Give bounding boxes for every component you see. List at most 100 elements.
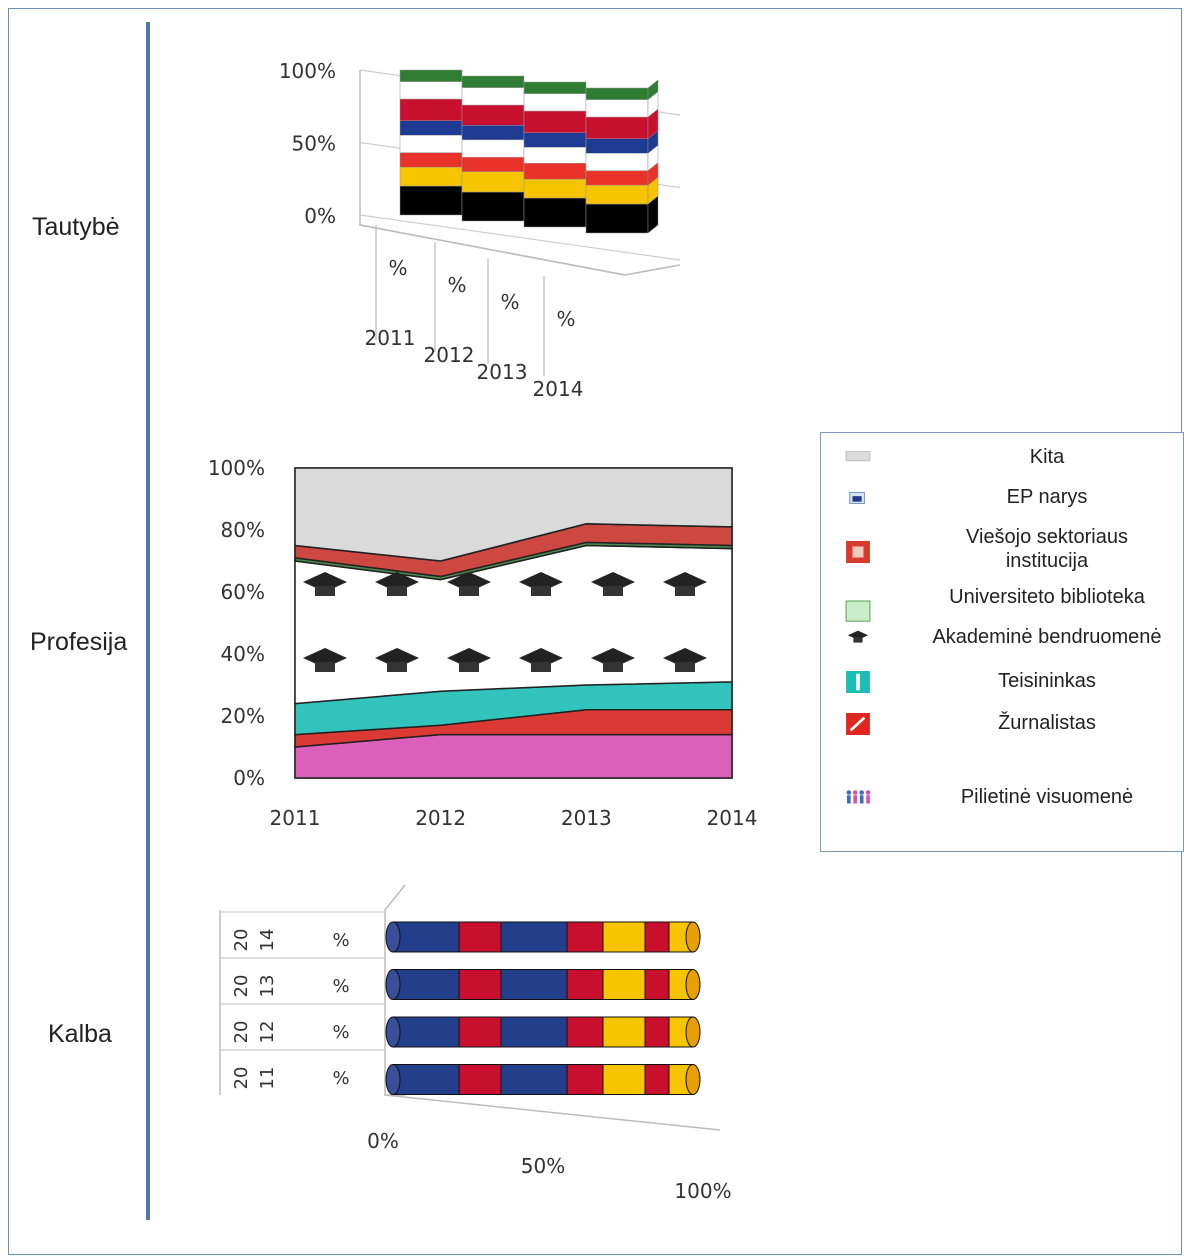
category-suffix: % [332, 930, 349, 951]
category-prefix: 20 [231, 929, 252, 952]
x-tick-label: 2012 [415, 806, 466, 830]
gridline [359, 214, 681, 261]
category-label: 11 [257, 1067, 278, 1090]
journalist-icon [846, 713, 870, 735]
bar-cap [385, 1064, 401, 1095]
legend-label: Pilietinė visuomenė [960, 786, 1134, 808]
x-tick-label: 100% [674, 1179, 731, 1203]
icon-shape [847, 795, 851, 804]
lawyer-icon [846, 671, 870, 693]
bar-segment [523, 110, 587, 133]
icon-shape [859, 790, 864, 795]
bar-segment [392, 1016, 460, 1048]
y-tick-label: 60% [221, 580, 265, 604]
graduation-cap-icon [847, 630, 869, 643]
bar-segment [461, 104, 525, 126]
bar-cap [385, 969, 401, 1000]
bar-segment [458, 921, 502, 953]
legend-label: Žurnalistas [998, 712, 1096, 734]
bar-segment [523, 162, 587, 180]
cap-mark [459, 662, 479, 672]
icon-shape [847, 630, 869, 640]
divider-line [146, 22, 150, 1220]
legend-label: EP narys [1006, 486, 1088, 508]
bar-segment [585, 153, 649, 171]
icon-shape [845, 600, 871, 622]
category-suffix: % [332, 1068, 349, 1089]
cap-mark [603, 662, 623, 672]
bar-segment [399, 135, 463, 153]
bar-segment [500, 1016, 568, 1048]
bar-segment [500, 969, 568, 1000]
bar-segment [644, 1016, 670, 1048]
category-label: 13 [257, 975, 278, 998]
library-icon [845, 600, 871, 622]
y-tick-label: 40% [221, 642, 265, 666]
category-suffix: % [447, 273, 466, 297]
bar-segment [585, 116, 649, 139]
bar-segment [399, 81, 463, 100]
bar-segment [644, 969, 670, 1000]
category-suffix: % [332, 1022, 349, 1043]
cap-mark [303, 648, 347, 668]
bar-segment [500, 921, 568, 953]
y-tick-label: 100% [279, 59, 336, 83]
bar-segment [461, 171, 525, 193]
cap-mark [531, 586, 551, 596]
category-label: 2011 [365, 326, 416, 350]
bar-segment [602, 921, 646, 953]
bar-segment [399, 166, 463, 187]
bar-cap [685, 969, 701, 1000]
bar-segment [585, 87, 649, 100]
bar-segment [585, 184, 649, 205]
row-label-kalba: Kalba [48, 1020, 112, 1048]
area-series [294, 467, 733, 562]
floor-edge [384, 1094, 721, 1131]
cap-mark [591, 648, 635, 668]
category-suffix: % [556, 307, 575, 331]
bar-segment [602, 969, 646, 1000]
y-tick-label: 0% [233, 766, 265, 790]
icon-shape [846, 790, 852, 795]
legend-label: Universiteto biblioteka [949, 586, 1145, 608]
bar-segment [461, 139, 525, 158]
legend-label: Viešojo sektoriaus institucija [966, 526, 1128, 572]
icon-shape [866, 795, 870, 804]
row-label-tautybe: Tautybė [32, 213, 120, 241]
category-label: 14 [257, 929, 278, 952]
x-tick-label: 0% [367, 1129, 399, 1153]
bar-segment [644, 1064, 670, 1095]
y-tick-label: 20% [221, 704, 265, 728]
cap-mark [375, 572, 419, 592]
icon-shape [859, 795, 864, 804]
bar-segment [458, 969, 502, 1000]
bar-segment [602, 1016, 646, 1048]
icon-shape [853, 795, 858, 804]
legend-label: Akademinė bendruomenė [932, 626, 1162, 648]
category-suffix: % [332, 976, 349, 997]
cap-mark [591, 572, 635, 592]
bar-segment [566, 1064, 604, 1095]
category-label: 2014 [533, 377, 584, 401]
icon-shape [852, 546, 864, 558]
bar-segment [523, 147, 587, 164]
people-icon [846, 790, 871, 804]
icon-shape [856, 673, 860, 691]
bar-cap [685, 921, 701, 953]
bar-segment [399, 98, 463, 121]
bar-segment [602, 1064, 646, 1095]
bar-segment [392, 969, 460, 1000]
public-sector-icon [846, 541, 870, 563]
y-tick-label: 80% [221, 518, 265, 542]
chart-tautybe: 0% 50% 100%% 2011% 2012% 2013% 2014 [279, 59, 681, 401]
icon-shape [852, 496, 862, 502]
y-tick-label: 50% [292, 132, 336, 156]
cap-mark [447, 572, 491, 592]
bar-segment [392, 1064, 460, 1095]
bar-segment [500, 1064, 568, 1095]
cap-mark [447, 648, 491, 668]
bar-segment [461, 125, 525, 141]
bar-segment [458, 1016, 502, 1048]
cap-mark [519, 572, 563, 592]
floor-edge [359, 224, 681, 276]
